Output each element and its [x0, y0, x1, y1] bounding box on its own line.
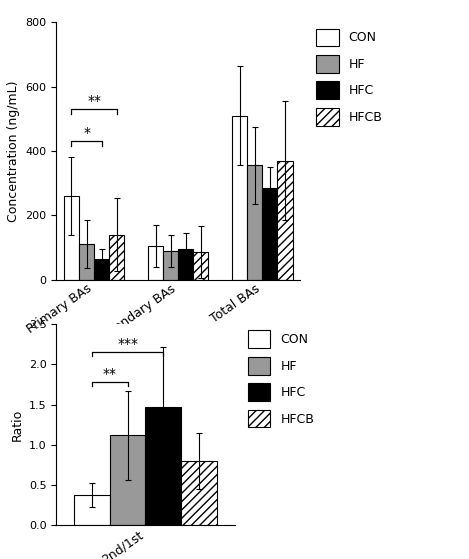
Bar	[94, 259, 109, 280]
Legend: CON, HF, HFC, HFCB: CON, HF, HFC, HFCB	[316, 29, 383, 126]
Bar	[193, 252, 209, 280]
Bar	[109, 235, 124, 280]
Bar	[163, 250, 178, 280]
Bar	[74, 495, 110, 525]
Text: ***: ***	[117, 337, 138, 351]
Bar	[145, 407, 181, 525]
Legend: CON, HF, HFC, HFCB: CON, HF, HFC, HFCB	[248, 330, 314, 428]
Bar	[278, 160, 293, 280]
Bar	[262, 188, 278, 280]
Bar	[232, 116, 247, 280]
Text: *: *	[83, 126, 90, 140]
Bar	[79, 244, 94, 280]
Y-axis label: Ratio: Ratio	[10, 409, 23, 441]
Bar	[178, 249, 193, 280]
Bar	[181, 461, 217, 525]
Bar	[64, 196, 79, 280]
Bar	[247, 165, 262, 280]
Text: **: **	[87, 94, 101, 108]
Bar	[148, 246, 163, 280]
Y-axis label: Concentration (ng/mL): Concentration (ng/mL)	[7, 80, 20, 222]
Bar	[110, 435, 145, 525]
Text: **: **	[103, 367, 117, 381]
